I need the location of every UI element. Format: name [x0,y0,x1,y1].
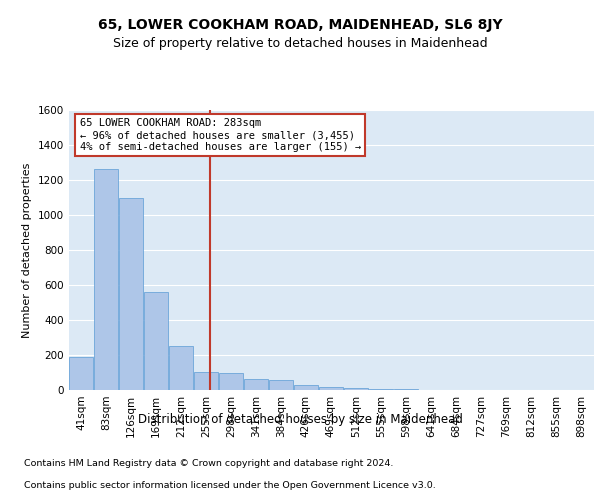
Bar [344,388,368,390]
Text: Contains public sector information licensed under the Open Government Licence v3: Contains public sector information licen… [24,481,436,490]
Bar [194,372,218,390]
Bar [119,198,143,390]
Text: 65 LOWER COOKHAM ROAD: 283sqm
← 96% of detached houses are smaller (3,455)
4% of: 65 LOWER COOKHAM ROAD: 283sqm ← 96% of d… [79,118,361,152]
Bar [269,380,293,390]
Text: Contains HM Land Registry data © Crown copyright and database right 2024.: Contains HM Land Registry data © Crown c… [24,458,394,468]
Y-axis label: Number of detached properties: Number of detached properties [22,162,32,338]
Bar [69,357,93,390]
Bar [94,170,118,390]
Text: Size of property relative to detached houses in Maidenhead: Size of property relative to detached ho… [113,38,487,51]
Bar [144,292,168,390]
Bar [219,374,243,390]
Bar [294,385,318,390]
Bar [319,386,343,390]
Text: 65, LOWER COOKHAM ROAD, MAIDENHEAD, SL6 8JY: 65, LOWER COOKHAM ROAD, MAIDENHEAD, SL6 … [98,18,502,32]
Text: Distribution of detached houses by size in Maidenhead: Distribution of detached houses by size … [137,412,463,426]
Bar [169,346,193,390]
Bar [369,389,393,390]
Bar [244,378,268,390]
